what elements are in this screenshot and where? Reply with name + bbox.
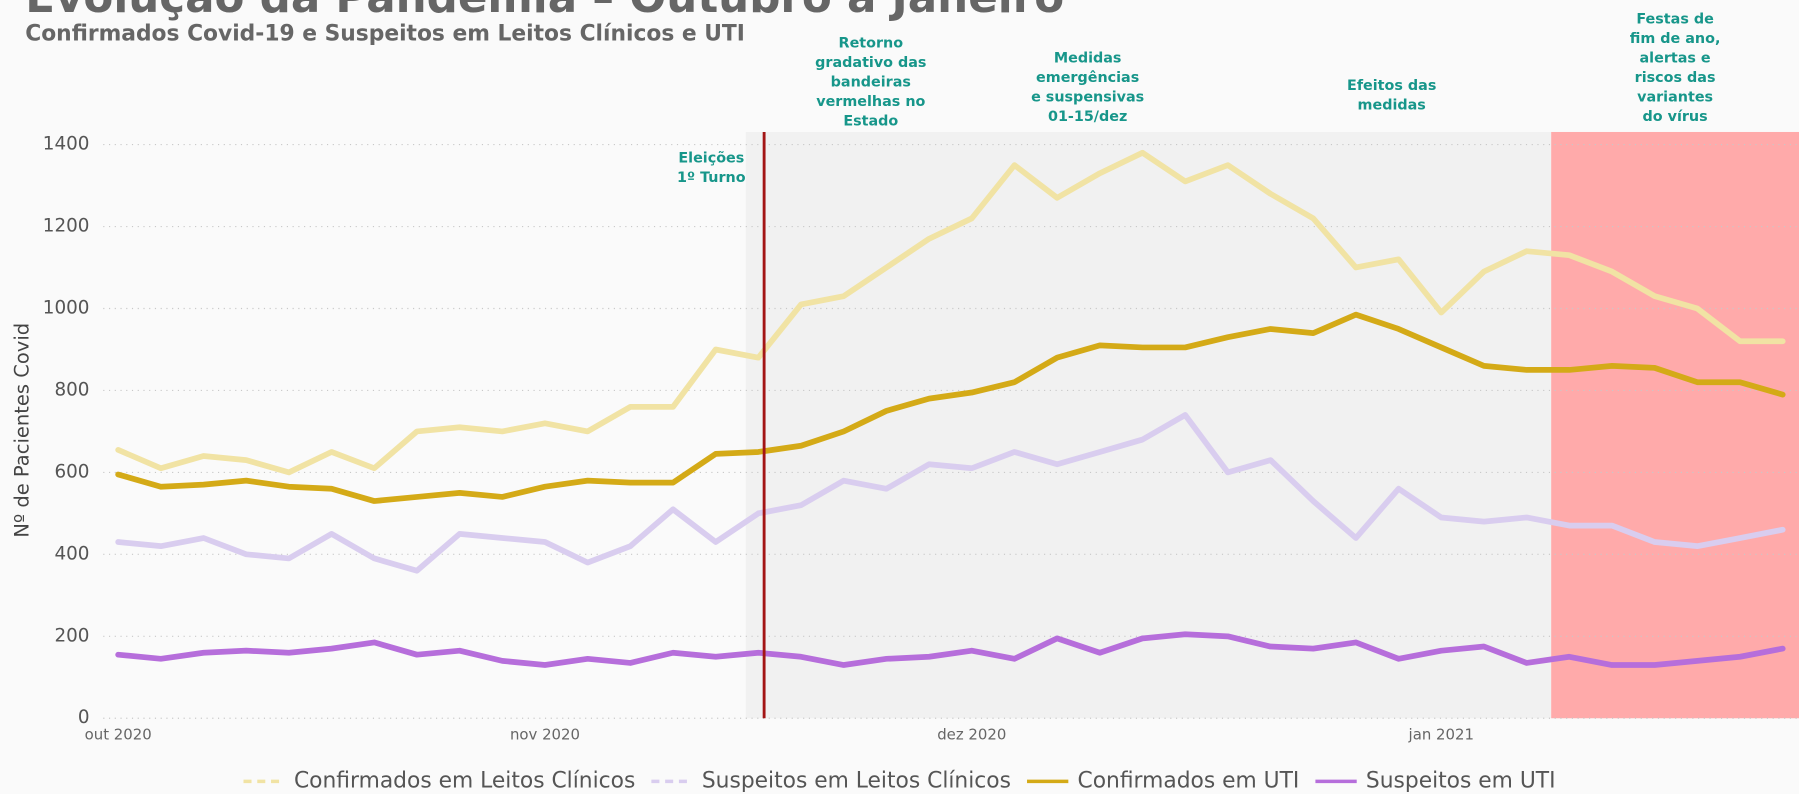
chart-subtitle: Confirmados Covid-19 e Suspeitos em Leit… [25,21,745,46]
x-tick-label: out 2020 [85,725,152,743]
annotation: Efeitos das [1347,78,1436,94]
annotation: Estado [843,114,898,130]
annotation: 01-15/dez [1048,109,1127,125]
annotation: Retorno [839,36,904,52]
annotation: e suspensivas [1031,90,1144,106]
series-line [115,311,1786,504]
annotation: fim de ano, [1630,31,1721,47]
annotation: alertas e [1640,51,1711,67]
annotation: Festas de [1636,12,1714,28]
y-axis-label: Nº de Pacientes Covid [10,323,33,538]
chart-title: Evolução da Pandemia – Outubro a Janeiro [25,0,1064,23]
series-line [115,149,1786,476]
x-tick-label: jan 2021 [1408,725,1474,743]
x-tick-label: nov 2020 [510,725,580,743]
annotation: Eleições [678,150,744,166]
y-tick-label: 1200 [43,216,90,237]
shaded-period [745,131,1552,719]
annotation: gradativo das [815,55,926,71]
y-tick-label: 600 [54,461,89,482]
annotation: 1º Turno [677,170,746,186]
series-line [115,631,1786,668]
y-tick-label: 0 [78,707,90,728]
annotation: riscos das [1635,70,1716,86]
annotation: vermelhas no [816,94,925,110]
x-tick-label: dez 2020 [937,725,1006,743]
annotation: variantes [1637,90,1713,106]
legend-label: Confirmados em UTI [1078,768,1300,793]
legend-label: Suspeitos em Leitos Clínicos [702,768,1011,793]
legend: Confirmados em Leitos Clínicos Suspeitos … [243,768,1556,793]
highlight-period [1551,131,1799,719]
y-tick-label: 200 [54,625,89,646]
y-tick-label: 800 [54,379,89,400]
annotation: bandeiras [831,75,911,91]
y-tick-label: 1400 [43,134,90,155]
y-tick-label: 400 [54,543,89,564]
annotation: do vírus [1643,109,1708,125]
y-tick-label: 1000 [43,297,90,318]
annotation: Medidas [1054,51,1122,67]
legend-label: Suspeitos em UTI [1366,768,1556,793]
annotation: emergências [1036,70,1139,86]
annotation: medidas [1358,98,1426,114]
legend-label: Confirmados em Leitos Clínicos [294,768,635,793]
series-line [115,412,1786,574]
